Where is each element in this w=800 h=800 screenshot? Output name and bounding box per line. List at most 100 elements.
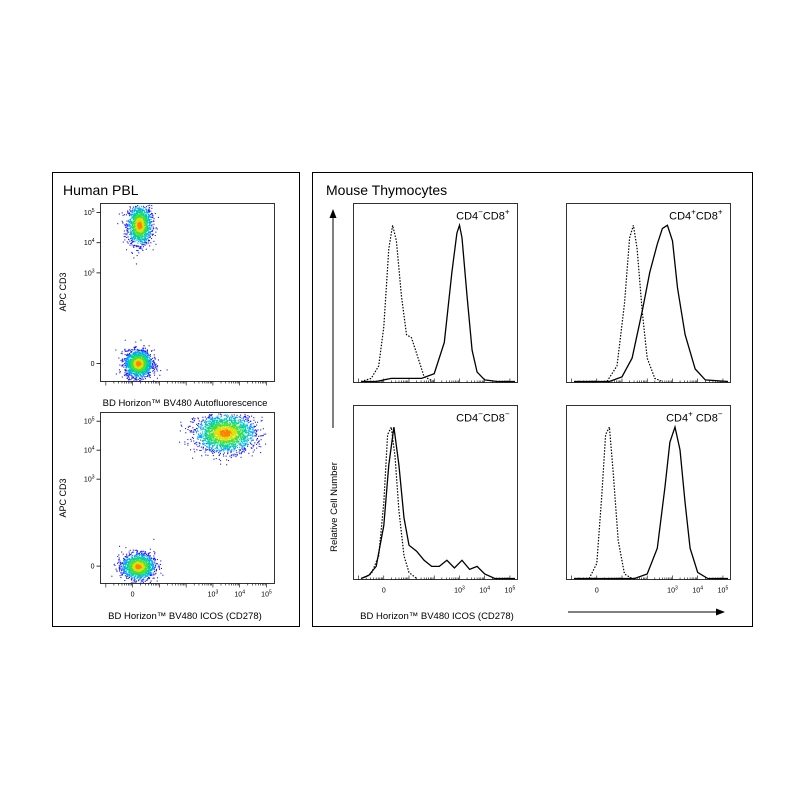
dot-point	[227, 452, 229, 454]
dot-point	[150, 213, 152, 215]
dot-point	[133, 361, 135, 363]
dot-point	[147, 227, 149, 229]
dot-point	[204, 433, 206, 435]
dot-point	[253, 419, 255, 421]
dot-point	[229, 423, 231, 425]
dot-point	[147, 219, 149, 221]
dot-point	[128, 213, 130, 215]
dot-point	[129, 364, 131, 366]
dot-point	[235, 429, 237, 431]
dot-point	[132, 361, 134, 363]
dot-point	[125, 367, 127, 369]
dot-point	[140, 218, 142, 220]
dot-point	[219, 420, 221, 422]
dot-point	[211, 415, 213, 417]
dot-point	[134, 207, 136, 209]
dot-point	[140, 228, 142, 230]
dot-point	[134, 371, 136, 373]
dot-point	[221, 419, 223, 421]
dot-point	[141, 211, 143, 213]
dot-point	[150, 221, 152, 223]
dot-point	[202, 448, 204, 450]
dot-point	[128, 369, 130, 371]
dot-point	[146, 225, 148, 227]
dot-point	[224, 429, 226, 431]
dot-point	[146, 208, 148, 210]
dot-point	[140, 229, 142, 231]
dot-point	[148, 375, 150, 377]
dot-point	[126, 226, 128, 228]
dot-point	[192, 457, 194, 459]
dot-point	[131, 365, 133, 367]
dot-point	[135, 356, 137, 358]
dot-point	[142, 350, 144, 352]
dot-point	[203, 435, 205, 437]
dot-point	[207, 425, 209, 427]
dot-point	[150, 366, 152, 368]
dot-point	[228, 434, 230, 436]
dot-point	[135, 228, 137, 230]
dot-point	[238, 427, 240, 429]
dot-point	[135, 346, 137, 348]
dot-point	[218, 429, 220, 431]
dot-point	[144, 238, 146, 240]
dot-point	[137, 378, 139, 380]
dot-point	[233, 422, 235, 424]
dot-point	[203, 433, 205, 435]
dot-point	[155, 367, 157, 369]
dot-point	[200, 436, 202, 438]
dot-point	[126, 375, 128, 377]
dot-point	[129, 226, 131, 228]
dot-point	[139, 235, 141, 237]
dot-point	[126, 237, 128, 239]
dot-point	[140, 220, 142, 222]
dot-point	[222, 420, 224, 422]
dot-point	[236, 428, 238, 430]
dot-point	[137, 357, 139, 359]
dot-point	[247, 443, 249, 445]
dot-point	[146, 360, 148, 362]
dot-point	[243, 430, 245, 432]
dot-point	[210, 429, 212, 431]
dot-point	[124, 225, 126, 227]
dot-point	[146, 356, 148, 358]
dot-point	[130, 236, 132, 238]
dot-point	[145, 364, 147, 366]
dot-point	[136, 227, 138, 229]
dot-point	[145, 230, 147, 232]
dot-point	[145, 363, 147, 365]
dot-point	[238, 451, 240, 453]
dot-point	[223, 441, 225, 443]
dot-point	[143, 218, 145, 220]
dot-point	[144, 368, 146, 370]
dot-point	[142, 249, 144, 251]
dot-point	[238, 416, 240, 418]
dot-point	[232, 432, 234, 434]
dot-point	[215, 431, 217, 433]
dot-point	[134, 375, 136, 377]
dot-point	[212, 433, 214, 435]
dot-point	[223, 436, 225, 438]
dot-point	[214, 434, 216, 436]
dot-point	[143, 238, 145, 240]
dot-point	[143, 370, 145, 372]
dot-point	[215, 424, 217, 426]
dot-point	[148, 365, 150, 367]
dot-point	[139, 238, 141, 240]
dot-point	[208, 429, 210, 431]
dot-point	[128, 231, 130, 233]
dot-point	[130, 225, 132, 227]
dot-point	[229, 455, 231, 457]
dot-point	[145, 242, 147, 244]
dot-point	[225, 444, 227, 446]
dot-point	[130, 229, 132, 231]
dot-point	[134, 220, 136, 222]
dot-point	[129, 244, 131, 246]
dot-point	[147, 221, 149, 223]
dot-point	[133, 380, 135, 382]
dot-point	[132, 210, 134, 212]
dot-point	[139, 236, 141, 238]
dot-point	[230, 454, 232, 456]
dot-point	[133, 234, 135, 236]
dot-point	[127, 210, 129, 212]
